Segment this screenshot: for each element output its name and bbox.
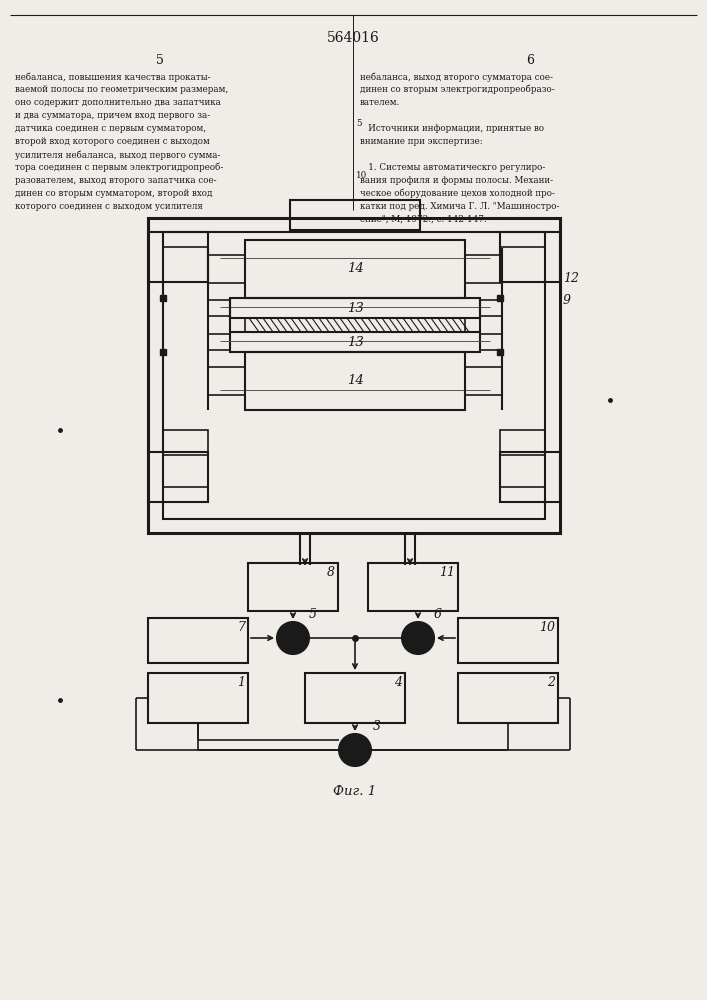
Text: 10: 10 [356, 172, 367, 180]
Bar [163, 232, 545, 519]
Bar [163, 452, 208, 487]
Bar [208, 300, 230, 316]
Bar [245, 318, 465, 332]
Text: динен со вторым сумматором, второй вход: динен со вторым сумматором, второй вход [15, 189, 213, 198]
Text: 564016: 564016 [327, 31, 380, 45]
Text: внимание при экспертизе:: внимание при экспертизе: [360, 137, 483, 146]
Circle shape [339, 734, 371, 766]
Text: 1. Системы автоматическго регулиро-: 1. Системы автоматическго регулиро- [360, 163, 545, 172]
Text: 14: 14 [346, 261, 363, 274]
Text: Фиг. 1: Фиг. 1 [334, 785, 377, 798]
Text: 1: 1 [237, 676, 245, 689]
Bar [148, 618, 248, 663]
Bar [290, 200, 420, 230]
Text: 2: 2 [547, 676, 555, 689]
Bar [245, 240, 465, 298]
Text: 13: 13 [346, 336, 363, 349]
Bar [148, 218, 560, 533]
Text: второй вход которого соединен с выходом: второй вход которого соединен с выходом [15, 137, 210, 146]
Text: 10: 10 [539, 621, 555, 634]
Text: вателем.: вателем. [360, 98, 400, 107]
Text: оно содержит дополнительно два запатчика: оно содержит дополнительно два запатчика [15, 98, 221, 107]
Text: 6: 6 [434, 608, 442, 621]
Text: 13: 13 [346, 302, 363, 314]
Text: небаланса, выход второго сумматора сое-: небаланса, выход второго сумматора сое- [360, 72, 553, 82]
Text: которого соединен с выходом усилителя: которого соединен с выходом усилителя [15, 202, 203, 211]
Text: 5: 5 [156, 53, 164, 66]
Bar [163, 430, 208, 455]
Bar [500, 452, 545, 487]
Bar [500, 452, 560, 502]
Text: 7: 7 [237, 621, 245, 634]
Text: 4: 4 [394, 676, 402, 689]
Text: 5: 5 [356, 119, 361, 128]
Text: Источники информации, принятые во: Источники информации, принятые во [360, 124, 544, 133]
Circle shape [277, 622, 309, 654]
Bar [500, 232, 560, 282]
Bar [500, 247, 545, 282]
Text: усилителя небаланса, выход первого сумма-: усилителя небаланса, выход первого сумма… [15, 150, 221, 159]
Text: 14: 14 [346, 373, 363, 386]
Text: 11: 11 [439, 566, 455, 579]
Bar [148, 452, 208, 502]
Text: и два сумматора, причем вход первого за-: и два сумматора, причем вход первого за- [15, 111, 210, 120]
Bar [148, 673, 248, 723]
Bar [163, 247, 208, 282]
Text: 5: 5 [309, 608, 317, 621]
Bar [480, 300, 502, 316]
Text: 12: 12 [563, 271, 579, 284]
Bar [465, 367, 502, 395]
Text: 8: 8 [327, 566, 335, 579]
Text: датчика соединен с первым сумматором,: датчика соединен с первым сумматором, [15, 124, 206, 133]
Text: 9: 9 [563, 294, 571, 306]
Bar [480, 334, 502, 350]
Bar [368, 563, 458, 611]
Text: небаланса, повышения качества прокаты-: небаланса, повышения качества прокаты- [15, 72, 211, 82]
Bar [305, 673, 405, 723]
Text: ение", М, 1972., с. 142-147.: ение", М, 1972., с. 142-147. [360, 215, 486, 224]
Bar [230, 298, 480, 318]
Text: ческое оборудование цехов холодной про-: ческое оборудование цехов холодной про- [360, 189, 555, 198]
Text: 3: 3 [373, 720, 381, 733]
Bar [465, 255, 502, 283]
Circle shape [402, 622, 434, 654]
Text: вания профиля и формы полосы. Механи-: вания профиля и формы полосы. Механи- [360, 176, 553, 185]
Bar [148, 232, 208, 282]
Bar [245, 352, 465, 410]
Text: 6: 6 [526, 53, 534, 66]
Bar [500, 430, 545, 455]
Bar [208, 334, 230, 350]
Text: динен со вторым электрогидропреобразо-: динен со вторым электрогидропреобразо- [360, 85, 555, 95]
Bar [458, 618, 558, 663]
Bar [208, 255, 245, 283]
Text: разователем, выход второго запатчика сое-: разователем, выход второго запатчика сое… [15, 176, 216, 185]
Text: тора соединен с первым электрогидропреоб-: тора соединен с первым электрогидропреоб… [15, 163, 223, 172]
Bar [208, 367, 245, 395]
Text: ваемой полосы по геометрическим размерам,: ваемой полосы по геометрическим размерам… [15, 85, 228, 94]
Bar [458, 673, 558, 723]
Text: катки под ред. Химича Г. Л. "Машиностро-: катки под ред. Химича Г. Л. "Машиностро- [360, 202, 559, 211]
Bar [230, 332, 480, 352]
Bar [248, 563, 338, 611]
